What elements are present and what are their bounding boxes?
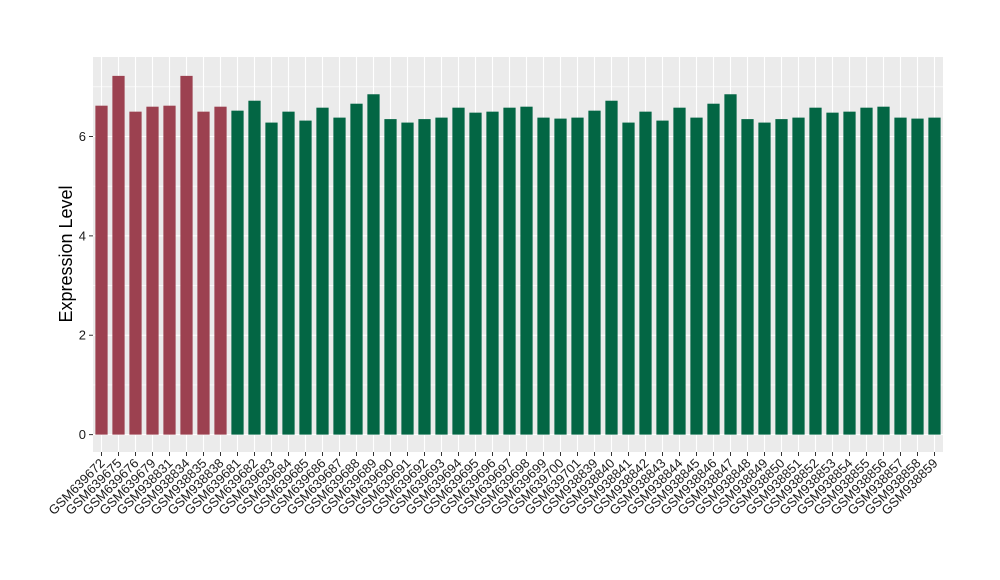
bar-GSM938856: [877, 106, 890, 435]
bar-GSM938844: [673, 107, 686, 435]
bar-GSM938851: [792, 117, 805, 435]
bar-GSM639697: [503, 107, 516, 435]
bar-GSM938843: [656, 120, 669, 435]
bar-GSM639676: [129, 111, 142, 435]
bar-GSM639684: [282, 111, 295, 435]
bar-GSM938847: [724, 94, 737, 435]
bar-GSM938852: [809, 107, 822, 435]
bar-GSM938838: [214, 106, 227, 435]
bar-GSM639682: [248, 100, 261, 435]
bar-GSM639687: [333, 117, 346, 435]
y-axis: 0 2 4 6: [79, 129, 93, 442]
bar-GSM639686: [316, 107, 329, 435]
bar-GSM938855: [860, 107, 873, 435]
y-tick-label: 4: [79, 228, 86, 243]
bar-GSM938839: [588, 110, 601, 435]
bar-GSM938842: [639, 111, 652, 435]
bar-GSM639685: [299, 120, 312, 435]
bar-GSM938857: [894, 117, 907, 435]
bar-GSM639681: [231, 110, 244, 435]
bar-GSM938840: [605, 100, 618, 435]
bar-GSM639689: [367, 94, 380, 435]
bar-GSM639700: [554, 118, 567, 435]
bar-GSM639691: [401, 122, 414, 435]
bar-GSM639694: [452, 107, 465, 435]
y-tick-label: 6: [79, 129, 86, 144]
bar-GSM938831: [163, 105, 176, 435]
bar-GSM639672: [95, 105, 108, 435]
bar-GSM938859: [928, 117, 941, 435]
bar-GSM639683: [265, 122, 278, 435]
bar-GSM938846: [707, 103, 720, 435]
bar-GSM938848: [741, 119, 754, 435]
y-tick-label: 2: [79, 328, 86, 343]
x-axis: GSM639672GSM639675GSM639676GSM639679GSM9…: [45, 452, 941, 518]
bar-GSM639695: [469, 112, 482, 435]
bar-GSM639688: [350, 103, 363, 435]
bar-GSM639675: [112, 75, 125, 435]
y-tick-label: 0: [79, 427, 86, 442]
bar-GSM938835: [197, 111, 210, 435]
bar-GSM938858: [911, 118, 924, 435]
bar-GSM639701: [571, 117, 584, 435]
y-axis-title: Expression Level: [56, 185, 76, 322]
bar-GSM639692: [418, 119, 431, 435]
bar-GSM938849: [758, 122, 771, 435]
bar-GSM938853: [826, 112, 839, 435]
bar-GSM938834: [180, 75, 193, 435]
bar-GSM639690: [384, 119, 397, 435]
bar-GSM938854: [843, 111, 856, 435]
bar-GSM639679: [146, 106, 159, 435]
bar-GSM639696: [486, 111, 499, 435]
bars: [95, 75, 941, 435]
bar-GSM938850: [775, 119, 788, 435]
bar-GSM639693: [435, 117, 448, 435]
bar-GSM639698: [520, 106, 533, 435]
bar-GSM938841: [622, 122, 635, 435]
bar-GSM938845: [690, 117, 703, 435]
bar-GSM639699: [537, 117, 550, 435]
